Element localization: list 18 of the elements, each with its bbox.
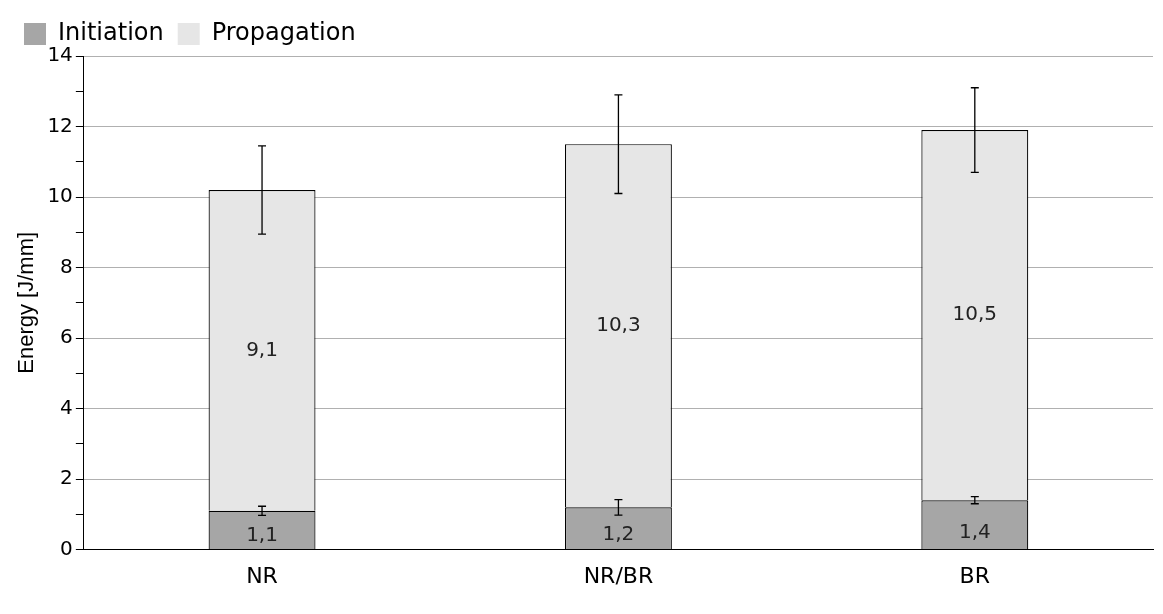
data-label: 10,5 (952, 301, 998, 326)
y-tick-label: 4 (60, 394, 73, 419)
y-tick-label: 0 (60, 535, 73, 560)
y-tick-label: 6 (60, 324, 73, 349)
y-tick-label: 8 (60, 253, 73, 278)
data-label: 1,2 (602, 521, 635, 545)
data-label: 1,1 (246, 522, 278, 547)
x-tick-label: NR/BR (583, 562, 654, 588)
y-tick-label: 12 (47, 112, 73, 137)
y-axis-title: Energy [J/mm] (13, 231, 39, 374)
y-tick-label: 2 (60, 465, 73, 490)
x-tick-label: NR (246, 562, 278, 588)
x-tick-label: BR (959, 562, 990, 588)
data-label: 10,3 (596, 311, 641, 336)
data-label: 9,1 (246, 336, 278, 361)
legend-label: Propagation (211, 18, 356, 47)
y-tick-label: 10 (47, 183, 73, 208)
data-label: 1,4 (958, 518, 991, 543)
